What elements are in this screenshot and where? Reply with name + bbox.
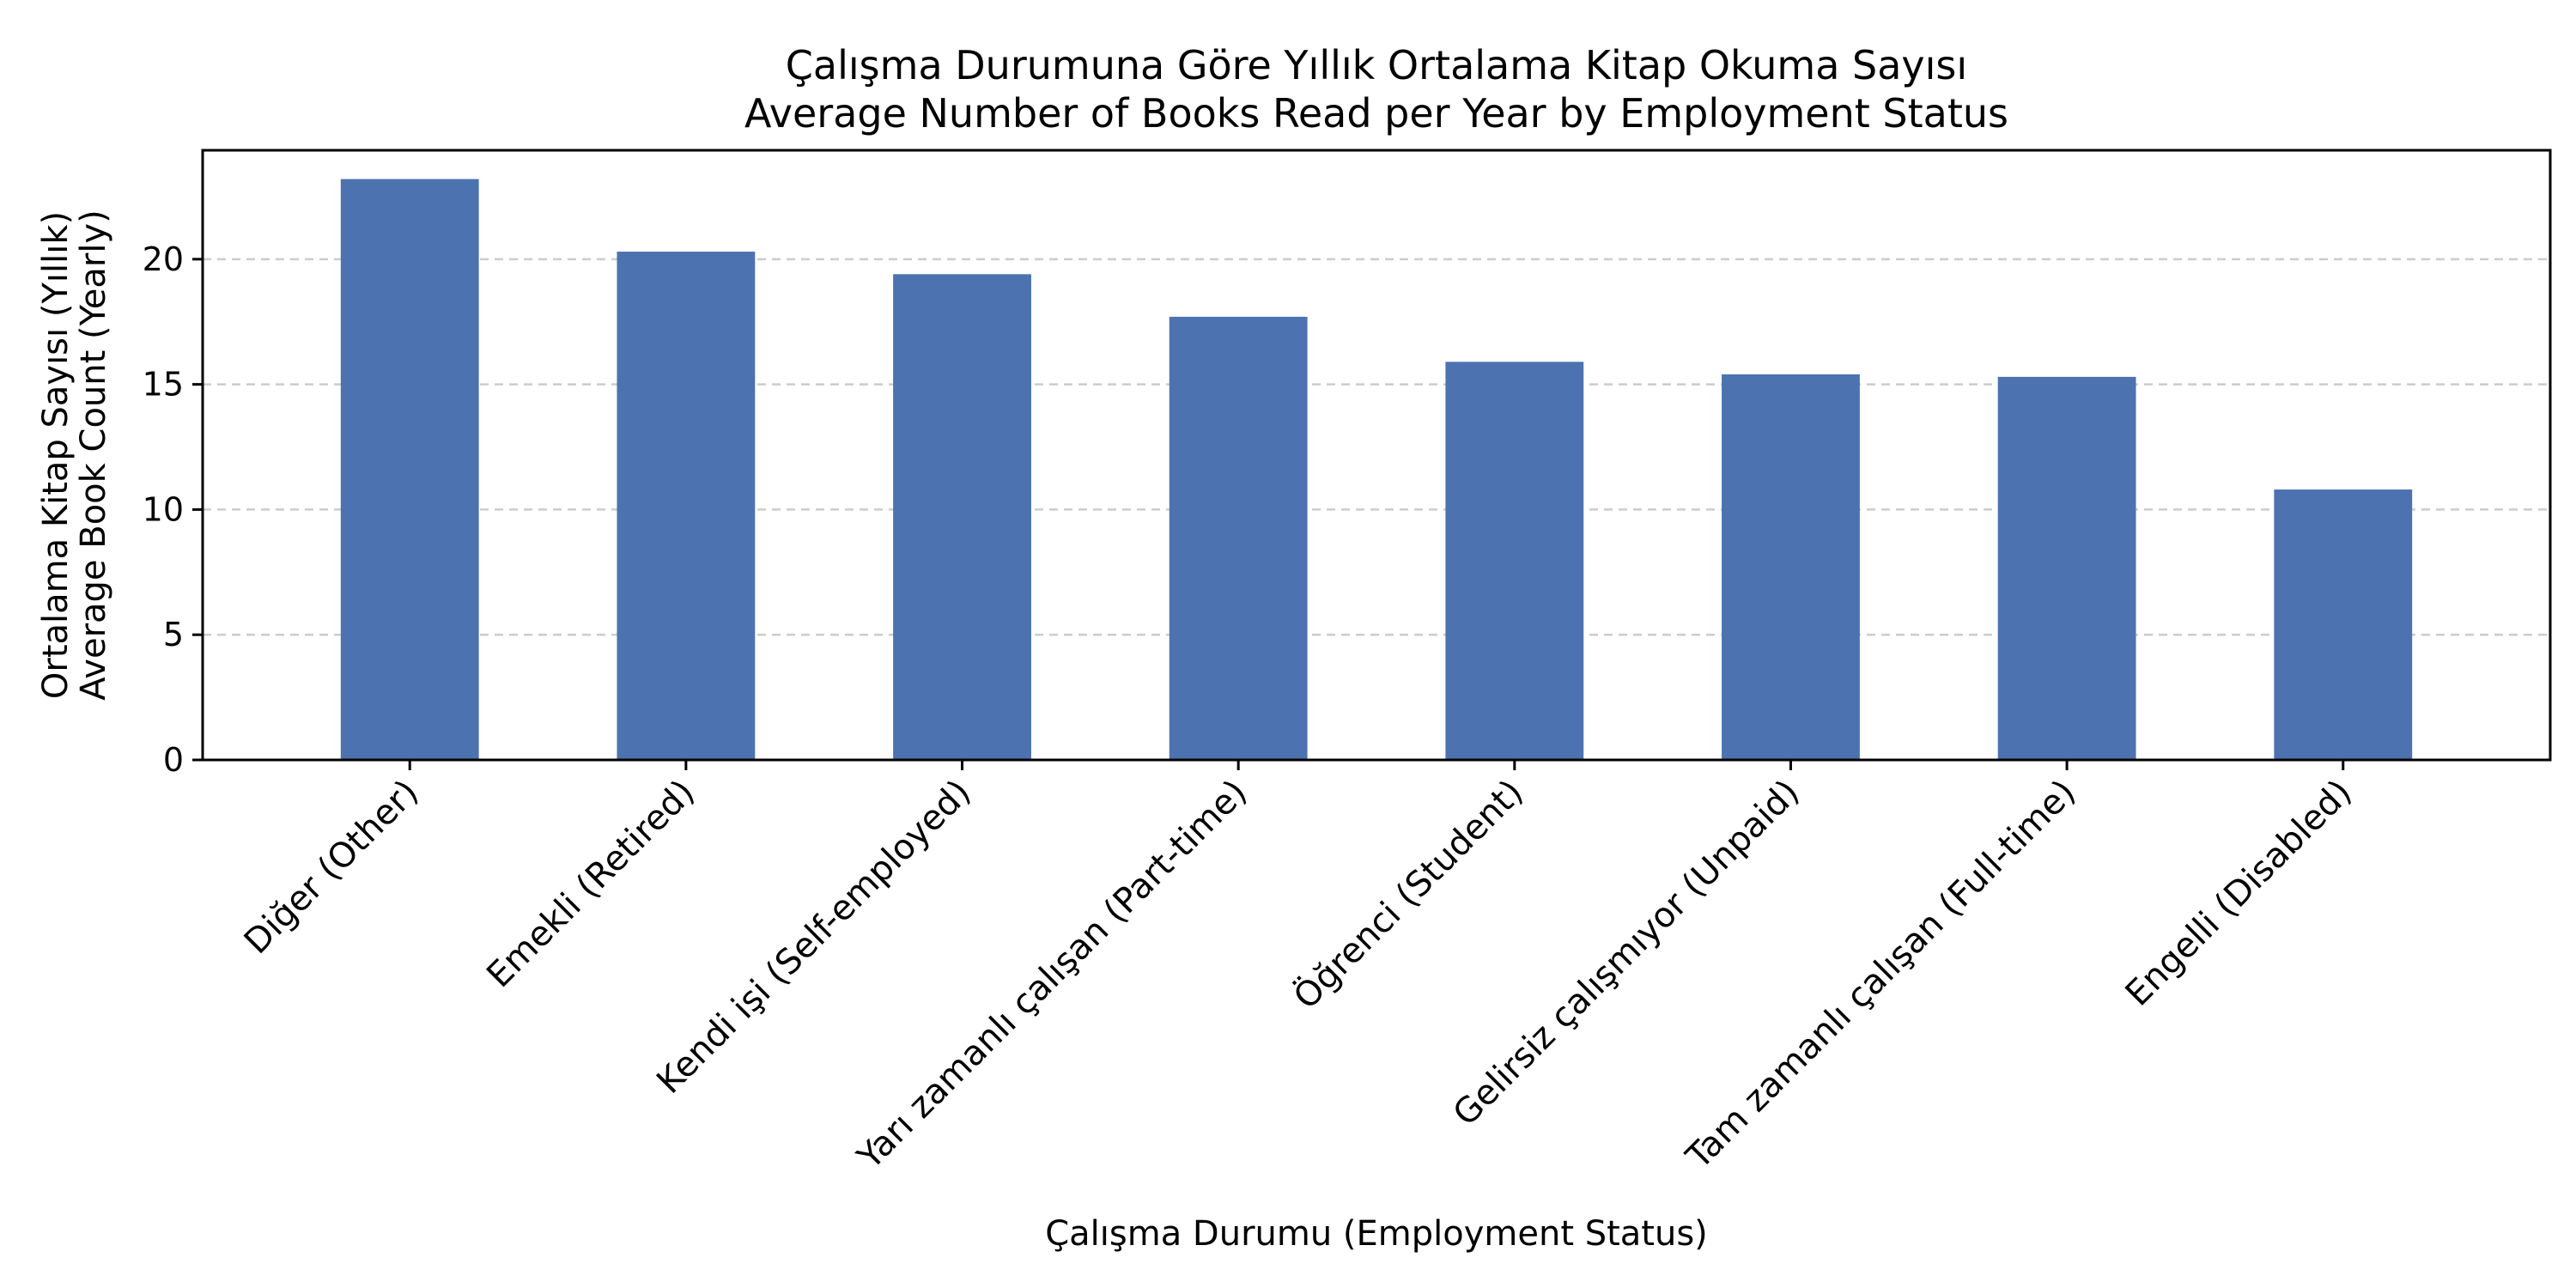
gridlines <box>203 258 2550 636</box>
x-tick-label: Diğer (Other) <box>237 773 427 963</box>
x-tick-label: Kendi işi (Self-employed) <box>649 773 978 1102</box>
x-axis-ticks: Diğer (Other) Emekli (Retired)Kendi işi (… <box>237 760 2360 1177</box>
y-tick-label: 10 <box>143 490 184 528</box>
bars <box>340 179 2413 761</box>
bar-6 <box>1997 376 2136 760</box>
x-tick-label: Emekli (Retired) <box>479 773 702 996</box>
bar-4 <box>1445 361 1584 760</box>
bar-3 <box>1169 316 1308 760</box>
bar-2 <box>893 274 1031 760</box>
chart-subtitle: Average Number of Books Read per Year by… <box>744 90 2008 137</box>
bar-7 <box>2274 489 2413 760</box>
bar-0 <box>340 179 479 760</box>
y-axis-label-line-1: Ortalama Kitap Sayısı (Yıllık) <box>36 211 76 699</box>
x-tick-label: Engelli (Disabled) <box>2118 773 2360 1014</box>
y-tick-label: 15 <box>143 366 184 404</box>
y-axis-label-line-2: Average Book Count (Yearly) <box>74 210 113 700</box>
bar-1 <box>617 252 756 761</box>
y-tick-label: 5 <box>163 616 184 653</box>
plot-frame <box>201 149 2552 762</box>
chart-title: Çalışma Durumuna Göre Yıllık Ortalama Ki… <box>786 42 1967 88</box>
x-tick-label: Öğrenci (Student) <box>1285 771 1531 1017</box>
y-axis-ticks: 0 5 10 15 20 <box>143 240 203 779</box>
y-tick-label: 0 <box>163 741 184 779</box>
x-axis-label: Çalışma Durumu (Employment Status) <box>1045 1214 1708 1254</box>
y-tick-label: 20 <box>143 240 184 278</box>
bar-5 <box>1722 374 1860 760</box>
